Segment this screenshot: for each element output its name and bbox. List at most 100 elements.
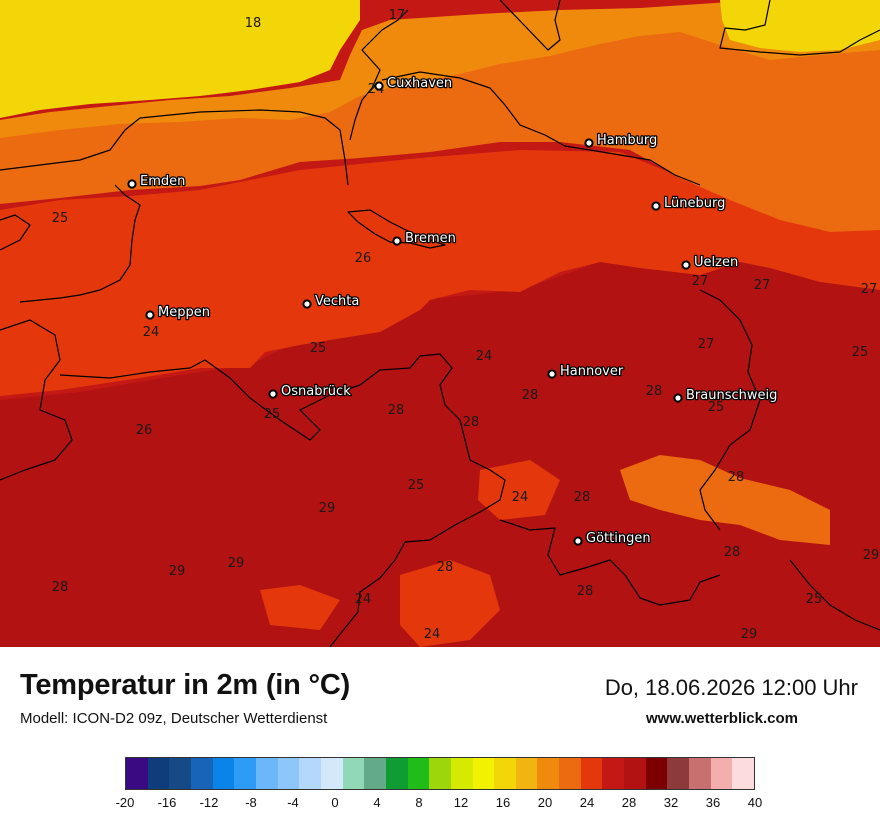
temp-value-label: 24 bbox=[355, 592, 372, 607]
color-scale-tick-label: -8 bbox=[245, 795, 257, 810]
city-marker: Braunschweig bbox=[673, 387, 779, 404]
temp-zone-20-22 bbox=[0, 0, 880, 138]
city-dot bbox=[681, 260, 691, 270]
city-marker: Göttingen bbox=[573, 530, 652, 547]
color-scale-tick-label: 36 bbox=[705, 795, 721, 810]
city-name-label: Cuxhaven bbox=[387, 76, 452, 91]
forecast-datetime: Do, 18.06.2026 12:00 Uhr bbox=[604, 675, 858, 700]
city-name-label: Lüneburg bbox=[664, 196, 725, 211]
coast-schleswig bbox=[499, 0, 561, 51]
temp-value-label: 29 bbox=[228, 556, 245, 571]
city-dot bbox=[127, 179, 137, 189]
temp-value-label: 29 bbox=[319, 501, 336, 516]
temp-zone-24-26 bbox=[0, 150, 880, 396]
color-scale-segment bbox=[494, 758, 516, 789]
color-scale-segment bbox=[689, 758, 711, 789]
color-scale-segment bbox=[580, 758, 603, 789]
model-source: Modell: ICON-D2 09z, Deutscher Wetterdie… bbox=[20, 710, 328, 727]
temp-zone-coastal bbox=[0, 0, 360, 118]
color-scale-tick-label: -12 bbox=[199, 795, 219, 810]
city-marker: Uelzen bbox=[681, 254, 739, 271]
temperature-map: 18 17 24 25 26 27 27 27 24 25 24 27 25 28 28 28 25 25 28 26… bbox=[0, 0, 880, 647]
color-scale-segment bbox=[385, 758, 408, 789]
temp-value-label: 24 bbox=[476, 349, 493, 364]
temp-value-label: 28 bbox=[52, 580, 69, 595]
border-sachsen-anhalt bbox=[699, 289, 761, 531]
color-scale-tick-label: 4 bbox=[373, 795, 381, 810]
website-link[interactable]: www.wetterblick.com bbox=[646, 710, 798, 727]
color-scale-segment bbox=[450, 758, 473, 789]
city-name-label: Osnabrück bbox=[281, 384, 351, 399]
temp-value-label: 29 bbox=[741, 627, 758, 642]
border-nrw-north bbox=[59, 353, 506, 543]
color-scale-tick-label: 28 bbox=[621, 795, 637, 810]
city-name-label: Emden bbox=[140, 174, 185, 189]
temp-value-label: 28 bbox=[522, 388, 539, 403]
temp-value-label: 27 bbox=[861, 282, 878, 297]
city-dot bbox=[584, 138, 594, 148]
color-scale-tick-label: 0 bbox=[331, 795, 339, 810]
temp-zone-spot-south bbox=[400, 560, 500, 647]
temp-value-label: 25 bbox=[264, 407, 281, 422]
temp-value-label: 25 bbox=[852, 345, 869, 360]
temp-value-label: 26 bbox=[355, 251, 372, 266]
weser-bremen-outline bbox=[347, 209, 446, 249]
city-dot bbox=[392, 236, 402, 246]
temp-value-label: 28 bbox=[574, 490, 591, 505]
city-dot bbox=[268, 389, 278, 399]
ems-dollart bbox=[19, 184, 141, 303]
coast-northeast bbox=[719, 0, 880, 56]
color-scale-segment bbox=[429, 758, 451, 789]
city-markers: Cuxhaven Hamburg Emden Lüneburg Bremen Uelzen… bbox=[127, 75, 779, 547]
temp-value-label: 18 bbox=[245, 16, 262, 31]
color-scale-segment bbox=[515, 758, 538, 789]
color-scale-segment bbox=[559, 758, 581, 789]
color-scale-segment bbox=[645, 758, 668, 789]
city-marker: Lüneburg bbox=[651, 195, 727, 212]
color-scale-segment bbox=[212, 758, 235, 789]
temp-value-label: 29 bbox=[169, 564, 186, 579]
temp-value-label: 29 bbox=[863, 548, 880, 563]
temp-value-label: 28 bbox=[388, 403, 405, 418]
temp-value-label: 25 bbox=[708, 400, 725, 415]
color-scale-segment bbox=[190, 758, 213, 789]
color-scale-segment bbox=[602, 758, 625, 789]
temp-value-label: 25 bbox=[52, 211, 69, 226]
temp-value-label: 28 bbox=[437, 560, 454, 575]
city-dot bbox=[573, 536, 583, 546]
color-scale-segment bbox=[234, 758, 256, 789]
color-scale-tick-label: 40 bbox=[747, 795, 763, 810]
color-scale-segment bbox=[299, 758, 321, 789]
city-marker: Hannover bbox=[547, 363, 625, 380]
color-scale-tick-label: 16 bbox=[495, 795, 511, 810]
color-scale-segment bbox=[126, 758, 148, 789]
city-name-label: Meppen bbox=[158, 305, 210, 320]
color-scale-segment bbox=[472, 758, 495, 789]
city-marker: Vechta bbox=[302, 293, 361, 310]
city-name-label: Hannover bbox=[560, 364, 624, 379]
city-name-label: Vechta bbox=[315, 294, 359, 309]
color-scale-bar bbox=[125, 757, 755, 790]
temp-value-label: 24 bbox=[424, 627, 441, 642]
city-marker: Hamburg bbox=[584, 132, 659, 149]
city-dot bbox=[302, 299, 312, 309]
city-name-label: Bremen bbox=[405, 231, 456, 246]
color-scale-segment bbox=[147, 758, 170, 789]
temp-value-label: 26 bbox=[136, 423, 153, 438]
temp-zone-spot-east bbox=[620, 455, 830, 545]
temp-value-label: 28 bbox=[577, 584, 594, 599]
city-marker: Cuxhaven bbox=[374, 75, 453, 92]
border-hessen-thuringia bbox=[499, 519, 721, 606]
color-scale-tick-label: 8 bbox=[415, 795, 423, 810]
city-name-label: Hamburg bbox=[597, 133, 657, 148]
color-scale-ticks: -20 -16 -12 -8 -4 0 4 8 12 16 20 24 28 32 36 40 bbox=[0, 795, 880, 815]
temp-value-label: 27 bbox=[754, 278, 771, 293]
city-marker: Osnabrück bbox=[268, 383, 352, 400]
color-scale-segment bbox=[320, 758, 343, 789]
color-scale-tick-label: 32 bbox=[663, 795, 679, 810]
temp-value-label: 24 bbox=[143, 325, 160, 340]
city-dot bbox=[145, 310, 155, 320]
temp-value-label: 27 bbox=[698, 337, 715, 352]
city-marker: Emden bbox=[127, 173, 187, 190]
elbe-river bbox=[381, 71, 701, 186]
